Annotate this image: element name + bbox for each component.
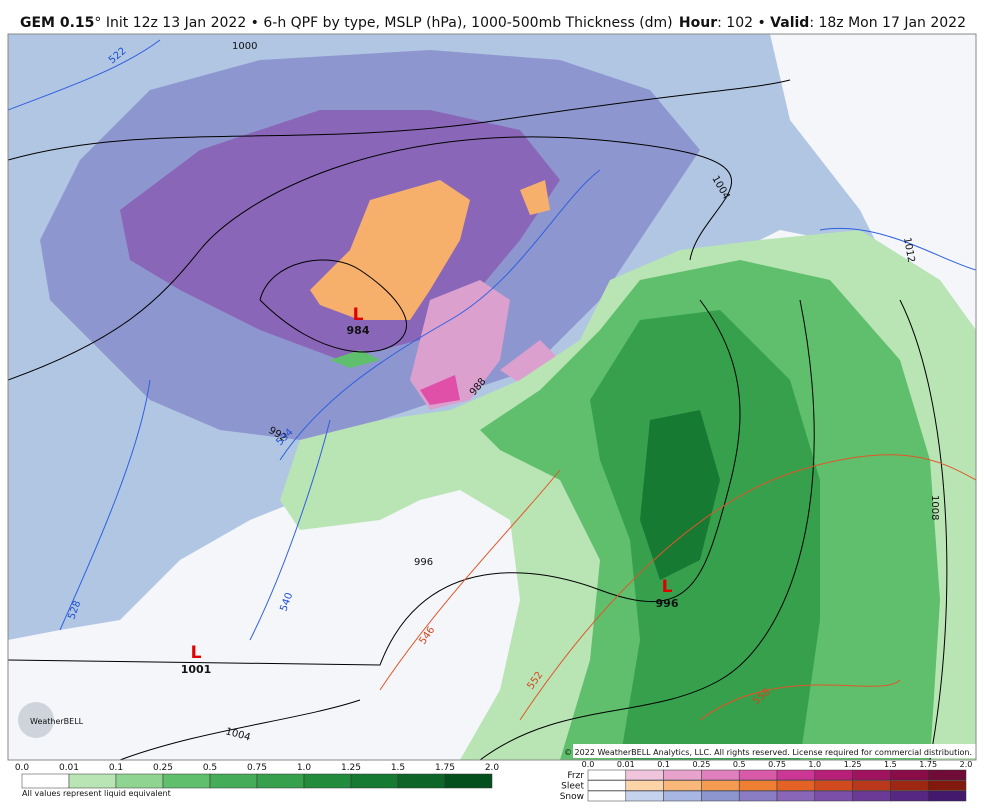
legend-swatch <box>587 769 627 781</box>
low-pressure: 996 <box>656 597 679 610</box>
type-legend: 0.0 0.01 0.1 0.25 0.5 0.75 1.0 1.25 1.5 1.75 2.0 Fr… <box>560 760 973 802</box>
legend-tick: 0.25 <box>692 760 710 769</box>
valid-label: Valid <box>770 15 809 31</box>
legend-tick: 0.5 <box>203 763 217 773</box>
legend-swatch <box>927 780 967 791</box>
legend-tick: 2.0 <box>485 763 500 773</box>
legend-tick: 1.0 <box>297 763 312 773</box>
legend-tick: 0.0 <box>15 763 30 773</box>
legend-swatch <box>890 769 929 781</box>
legend-tick: 0.5 <box>733 760 746 769</box>
logo-icon <box>18 702 54 738</box>
legend-tick: 1.0 <box>808 760 821 769</box>
legend-swatch <box>738 769 778 781</box>
header-right: Hour: 102 • Valid: 18z Mon 17 Jan 2022 <box>679 15 966 31</box>
isobar-label: 996 <box>414 557 433 568</box>
legend-swatch <box>852 790 891 802</box>
legend-tick: 1.75 <box>919 760 937 769</box>
legend-swatch <box>776 780 816 791</box>
legend-swatch <box>663 780 702 791</box>
legend-swatch <box>587 790 627 802</box>
legend-tick: 1.75 <box>435 763 455 773</box>
legend-swatch <box>738 780 778 791</box>
legend-swatch <box>68 773 117 789</box>
legend-tick: 1.5 <box>391 763 405 773</box>
legend-tick: 0.75 <box>768 760 786 769</box>
legend-swatch <box>625 780 664 791</box>
legend-swatch <box>852 780 891 791</box>
hour-label: Hour <box>679 15 717 31</box>
legend-swatch <box>814 769 853 781</box>
legend-swatch <box>162 773 211 789</box>
isobar-label: 1008 <box>929 495 940 520</box>
legend-swatch <box>625 769 664 781</box>
logo: WeatherBELL <box>30 717 84 726</box>
low-pressure: 984 <box>347 324 370 337</box>
isobar-label: 1012 <box>901 237 916 264</box>
legend-swatch <box>625 790 664 802</box>
rain-legend: 0.0 0.01 0.1 0.25 0.5 0.75 1.0 1.25 1.5 1.75 2.0 <box>15 763 500 789</box>
legend-swatch <box>397 773 446 789</box>
legend-swatch <box>776 769 816 781</box>
legend-note: All values represent liquid equivalent <box>22 789 171 798</box>
isobar-label: 1000 <box>232 41 257 52</box>
legend-type-label: Sleet <box>561 782 584 792</box>
legend-tick: 1.5 <box>884 760 897 769</box>
legend-tick: 1.25 <box>844 760 862 769</box>
legend-tick: 0.0 <box>582 760 595 769</box>
legend-swatch <box>209 773 258 789</box>
legend-tick: 1.25 <box>341 763 361 773</box>
legend-swatch <box>738 790 778 802</box>
header-left: GEM 0.15° Init 12z 13 Jan 2022 • 6-h QPF… <box>20 15 673 31</box>
legend-swatch <box>256 773 305 789</box>
legend-swatch <box>927 769 967 781</box>
low-symbol: L <box>353 305 364 325</box>
legend-swatch <box>814 790 853 802</box>
map: L 984 L 996 L 1001 1000 1004 992 988 996… <box>7 33 977 761</box>
legend-swatch <box>350 773 399 789</box>
low-symbol: L <box>662 577 673 597</box>
legend-swatch <box>115 773 164 789</box>
legend-swatch <box>701 780 740 791</box>
legend-swatch <box>776 790 816 802</box>
legend-type-label: Snow <box>560 792 584 802</box>
legend-swatch <box>927 790 967 802</box>
legend-swatch <box>663 790 702 802</box>
copyright: © 2022 WeatherBELL Analytics, LLC. All r… <box>564 748 972 757</box>
legend-tick: 0.1 <box>109 763 123 773</box>
legend-tick: 0.25 <box>153 763 173 773</box>
legend-tick: 0.01 <box>617 760 635 769</box>
legend-tick: 0.01 <box>59 763 79 773</box>
valid-value: : 18z Mon 17 Jan 2022 <box>809 15 966 31</box>
legend-type-label: Frzr <box>567 771 584 781</box>
legend-swatch <box>701 790 740 802</box>
legend-swatch <box>701 769 740 781</box>
low-symbol: L <box>191 643 202 663</box>
legend-swatch <box>21 773 70 789</box>
legend-swatch <box>814 780 853 791</box>
legend-tick: 2.0 <box>960 760 973 769</box>
description: ° Init 12z 13 Jan 2022 • 6-h QPF by type… <box>94 15 672 31</box>
legend-swatch <box>587 780 627 791</box>
low-pressure: 1001 <box>181 663 212 676</box>
legend-tick: 0.75 <box>247 763 267 773</box>
hour-value: : 102 • <box>717 15 770 31</box>
legend-swatch <box>303 773 352 789</box>
legend-swatch <box>890 790 929 802</box>
legend-swatch <box>444 773 493 789</box>
model: GEM 0.15 <box>20 15 94 31</box>
legend-swatch <box>890 780 929 791</box>
legend-swatch <box>852 769 891 781</box>
legend-tick: 0.1 <box>657 760 670 769</box>
legend-swatch <box>663 769 702 781</box>
